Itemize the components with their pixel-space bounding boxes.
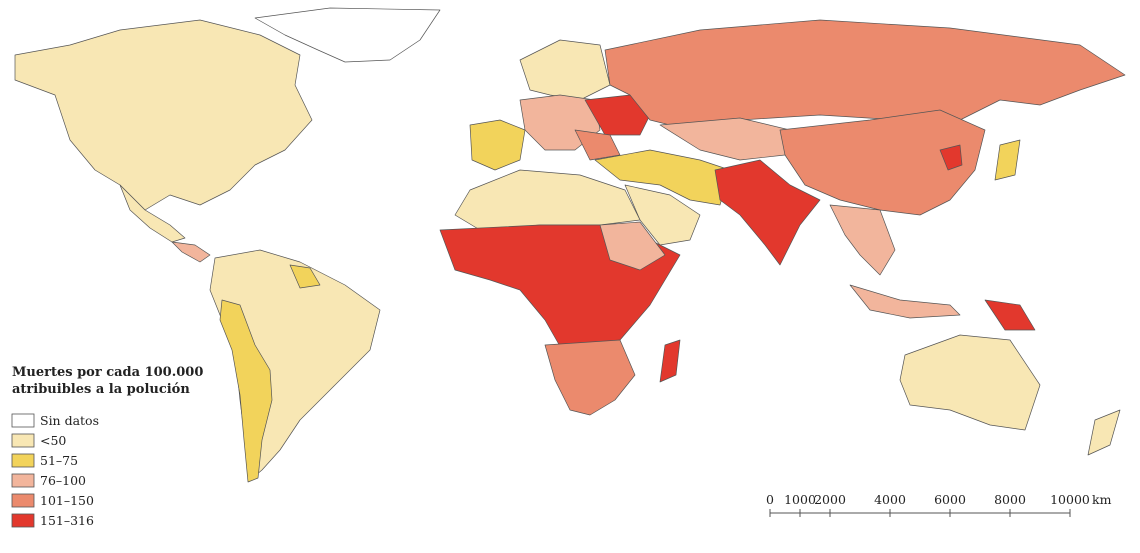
legend-swatch bbox=[11, 413, 35, 428]
scandinavia bbox=[519, 39, 611, 101]
legend-swatch bbox=[11, 473, 35, 488]
mexico bbox=[119, 184, 186, 243]
central-asia bbox=[659, 117, 791, 161]
scale-label: 8000 bbox=[994, 492, 1026, 507]
scale-label: 2000 bbox=[814, 492, 846, 507]
scale-label: 1000 bbox=[784, 492, 816, 507]
scale-label: 10000 bbox=[1050, 492, 1090, 507]
japan bbox=[994, 139, 1021, 181]
legend-swatch bbox=[11, 513, 35, 528]
iberia-france bbox=[469, 119, 526, 171]
new-zealand bbox=[1087, 409, 1121, 456]
north-africa bbox=[454, 169, 641, 231]
north-america bbox=[14, 19, 313, 211]
china bbox=[779, 109, 986, 216]
legend-label: 101–150 bbox=[40, 493, 94, 508]
legend-title: atribuibles a la polución bbox=[12, 382, 190, 397]
legend-label: 76–100 bbox=[40, 473, 86, 488]
horn-africa bbox=[599, 221, 666, 271]
world-map bbox=[14, 7, 1126, 483]
legend-swatch bbox=[11, 433, 35, 448]
australia bbox=[899, 334, 1041, 431]
legend-swatch bbox=[11, 453, 35, 468]
south-asia bbox=[714, 159, 821, 266]
legend-swatch bbox=[11, 493, 35, 508]
russia bbox=[604, 19, 1126, 131]
central-america bbox=[171, 241, 211, 263]
middle-east bbox=[594, 149, 731, 206]
indonesia bbox=[849, 284, 961, 319]
guianas bbox=[289, 264, 321, 289]
scale-label: 0 bbox=[766, 492, 774, 507]
ukraine bbox=[584, 94, 651, 136]
scale-label: 4000 bbox=[874, 492, 906, 507]
legend-label: Sin datos bbox=[40, 413, 99, 428]
andes-countries bbox=[219, 299, 273, 483]
legend-title: Muertes por cada 100.000 bbox=[12, 365, 203, 380]
southeast-asia bbox=[829, 204, 896, 276]
legend-label: <50 bbox=[40, 433, 66, 448]
north-korea bbox=[939, 144, 963, 171]
southern-africa bbox=[544, 339, 636, 416]
scale-label: 6000 bbox=[934, 492, 966, 507]
scale-unit: km bbox=[1092, 492, 1112, 507]
balkans bbox=[574, 129, 621, 161]
legend-label: 51–75 bbox=[40, 453, 78, 468]
legend: Muertes por cada 100.000 atribuibles a la… bbox=[11, 365, 203, 528]
papua-new-guinea bbox=[984, 299, 1036, 331]
greenland bbox=[254, 7, 441, 63]
madagascar bbox=[659, 339, 681, 383]
legend-label: 151–316 bbox=[40, 513, 94, 528]
